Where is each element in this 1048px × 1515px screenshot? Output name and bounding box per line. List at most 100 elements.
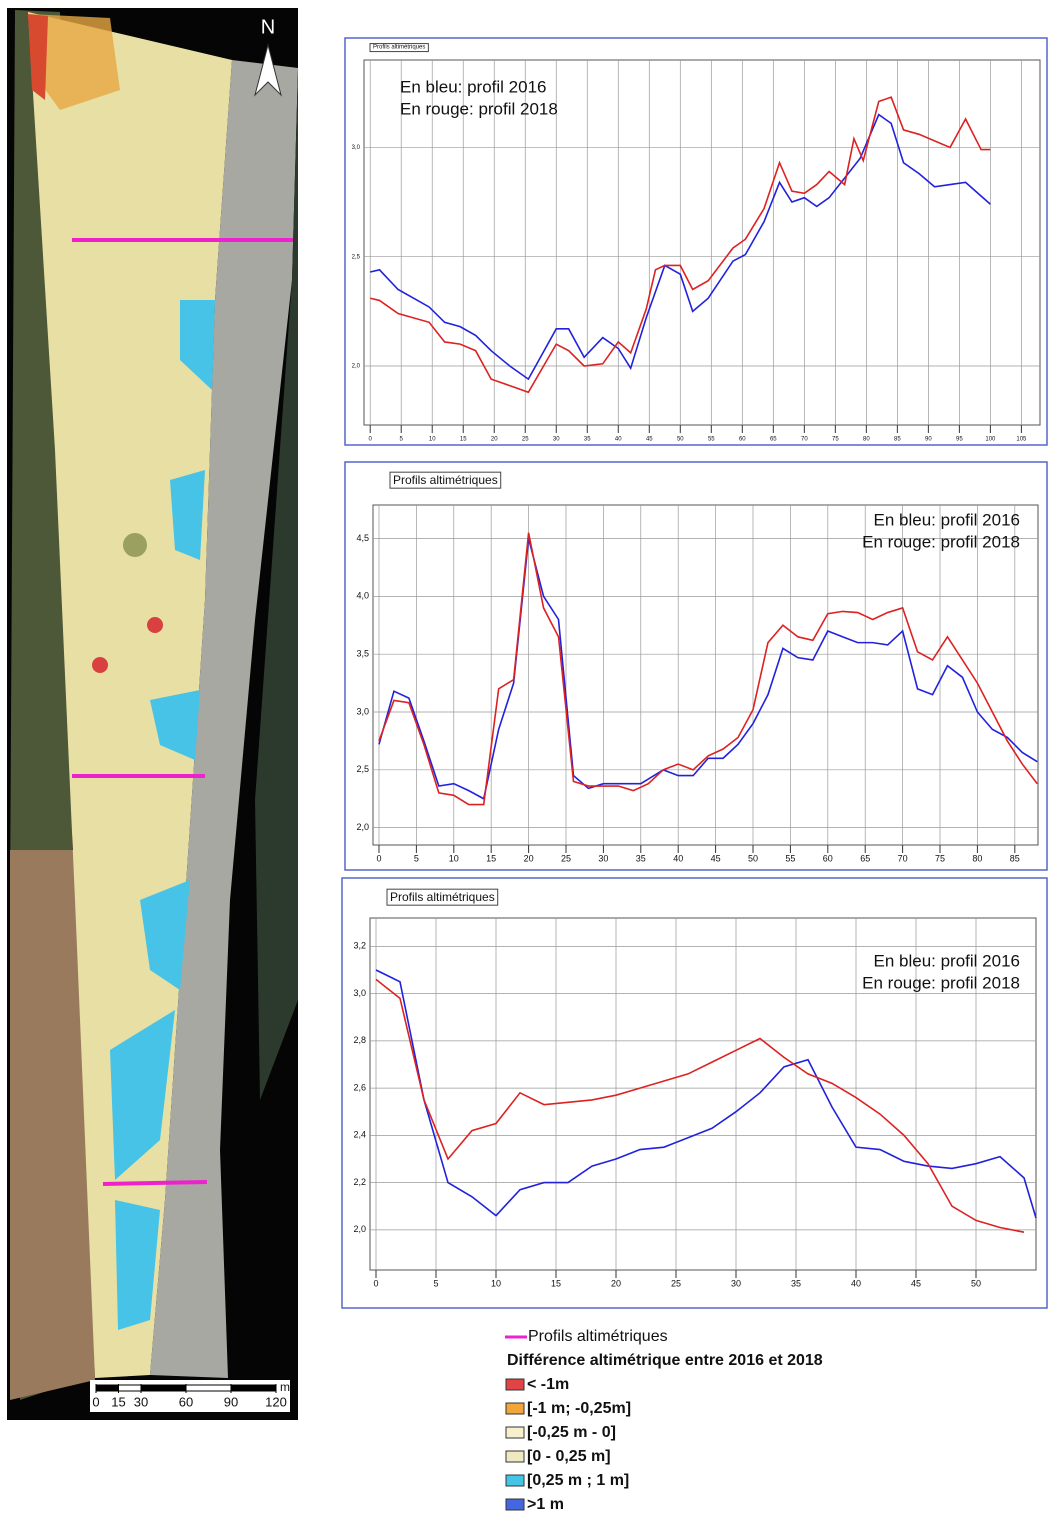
legend-entry: En bleu: profil 2016	[400, 77, 547, 96]
x-tick-label: 75	[832, 437, 839, 443]
scale-label: 120	[265, 1394, 287, 1409]
scale-segment	[185, 1384, 232, 1392]
y-tick-label: 2,0	[352, 364, 361, 370]
x-tick-label: 65	[860, 853, 870, 863]
series-line	[370, 96, 991, 394]
x-tick-label: 45	[646, 437, 653, 443]
legend-swatch	[505, 1426, 525, 1439]
accretion-zone	[140, 880, 190, 990]
x-tick-label: 10	[429, 437, 436, 443]
y-tick-label: 3,2	[353, 941, 366, 951]
y-tick-label: 4,0	[356, 591, 369, 601]
legend-entry: En rouge: profil 2018	[862, 532, 1020, 551]
chart-title-box	[369, 43, 429, 53]
chart: 2,0 2,2 2,4 2,6 2,8 3,0 3,2 0 5 10 15 20 25 30 35 40 45 5…	[341, 877, 1048, 1309]
scale-label: 90	[224, 1394, 238, 1409]
chart-title: Profils altimétriques	[393, 473, 498, 487]
vegetation	[123, 533, 147, 557]
erosion-zone	[30, 14, 120, 110]
accretion-zone	[170, 470, 205, 560]
sea	[255, 70, 298, 1100]
x-tick-label: 55	[708, 437, 715, 443]
x-tick-label: 25	[561, 853, 571, 863]
scale-unit: m	[280, 1380, 290, 1394]
legend: Profils altimétriques Différence altimét…	[505, 1328, 823, 1513]
chart-frame	[344, 461, 1048, 871]
y-tick-label: 3,0	[352, 145, 361, 151]
y-tick-label: 2,6	[353, 1082, 366, 1092]
chart-frame	[341, 877, 1048, 1309]
x-tick-label: 80	[972, 853, 982, 863]
beach	[150, 60, 298, 1378]
accretion-zone	[110, 1010, 175, 1180]
x-tick-label: 60	[739, 437, 746, 443]
x-tick-label: 35	[791, 1278, 801, 1288]
erosion-zone	[28, 14, 48, 100]
x-tick-label: 25	[522, 437, 529, 443]
x-tick-label: 20	[491, 437, 498, 443]
chart-title: Profils altimétriques	[390, 890, 495, 904]
legend-class-label: [-0,25 m - 0]	[527, 1424, 616, 1441]
x-tick-label: 20	[611, 1278, 621, 1288]
x-tick-label: 30	[553, 437, 560, 443]
x-tick-label: 5	[400, 437, 404, 443]
x-tick-label: 10	[449, 853, 459, 863]
scale-segment	[118, 1384, 142, 1392]
x-tick-label: 5	[433, 1278, 438, 1288]
y-tick-label: 3,5	[356, 649, 369, 659]
legend-swatch	[505, 1378, 525, 1391]
x-tick-label: 50	[748, 853, 758, 863]
accretion-zone	[150, 690, 200, 760]
north-label: N	[261, 16, 275, 38]
x-tick-label: 25	[671, 1278, 681, 1288]
x-tick-label: 35	[636, 853, 646, 863]
scale-segment	[140, 1384, 187, 1392]
x-tick-label: 10	[491, 1278, 501, 1288]
y-tick-label: 3,0	[356, 706, 369, 716]
x-tick-label: 85	[894, 437, 901, 443]
x-tick-label: 5	[414, 853, 419, 863]
chart-title-box	[386, 888, 499, 906]
x-tick-label: 35	[584, 437, 591, 443]
x-tick-label: 0	[376, 853, 381, 863]
scale-label: 15	[111, 1394, 125, 1409]
x-tick-label: 100	[985, 437, 996, 443]
profile-line	[102, 1180, 208, 1186]
legend-class-label: [0,25 m ; 1 m]	[527, 1472, 629, 1489]
x-tick-label: 40	[851, 1278, 861, 1288]
x-tick-label: 80	[863, 437, 870, 443]
erosion-spot	[147, 617, 163, 633]
x-tick-label: 30	[598, 853, 608, 863]
scale-label: 60	[179, 1394, 193, 1409]
legend-title: Différence altimétrique entre 2016 et 20…	[507, 1352, 823, 1369]
series-line	[375, 978, 1025, 1233]
x-tick-label: 0	[373, 1278, 378, 1288]
x-tick-label: 55	[785, 853, 795, 863]
legend-entry: En bleu: profil 2016	[874, 510, 1021, 529]
y-tick-label: 2,5	[352, 254, 361, 260]
x-tick-label: 0	[369, 437, 373, 443]
legend-class-label: >1 m	[527, 1496, 564, 1513]
legend-class-label: [0 - 0,25 m]	[527, 1448, 611, 1465]
chart-title-box	[389, 471, 502, 489]
legend-class-label: [-1 m; -0,25m]	[527, 1400, 631, 1417]
x-tick-label: 15	[486, 853, 496, 863]
series-line	[375, 969, 1037, 1219]
x-tick-label: 70	[801, 437, 808, 443]
charts: 2,02,53,00 5 10 15 20 25 30 35 40 45 50 55 60 65 70 75 8…	[341, 37, 1048, 1309]
x-tick-label: 60	[823, 853, 833, 863]
legend-swatch	[505, 1498, 525, 1511]
y-tick-label: 2,5	[356, 764, 369, 774]
scale-label: 0	[92, 1394, 99, 1409]
x-tick-label: 20	[524, 853, 534, 863]
legend-swatch	[505, 1450, 525, 1463]
accretion-zone	[115, 1200, 160, 1330]
scale-label: 30	[134, 1394, 148, 1409]
chart-title: Profils altimétriques	[373, 45, 425, 51]
y-tick-label: 2,8	[353, 1035, 366, 1045]
legend-swatch	[505, 1474, 525, 1487]
legend-class-label: < -1m	[527, 1376, 569, 1393]
erosion-spot	[92, 657, 108, 673]
x-tick-label: 65	[770, 437, 777, 443]
